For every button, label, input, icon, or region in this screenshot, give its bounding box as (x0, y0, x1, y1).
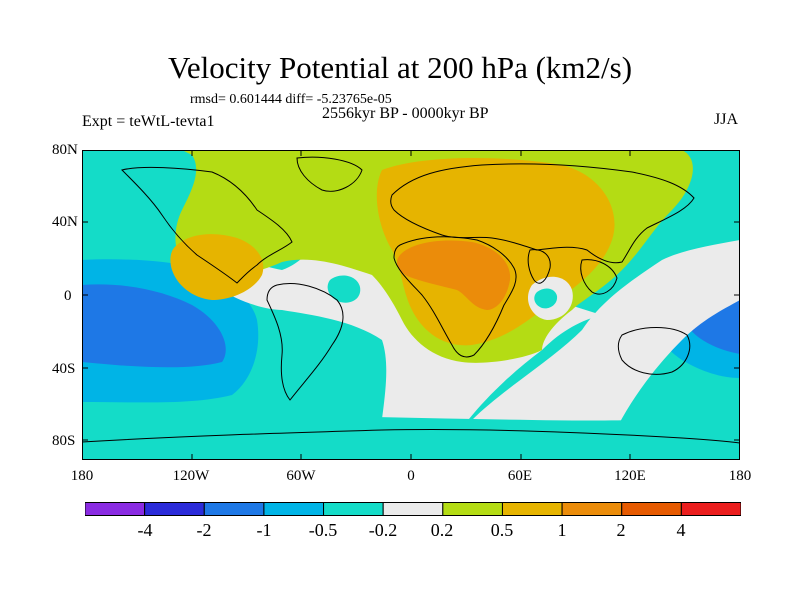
y-tick-40s: 40S (52, 361, 76, 377)
colorbar-box-3 (263, 502, 325, 516)
coast-south-america (266, 282, 344, 401)
coast-africa (393, 236, 517, 358)
colorbar-label-4: 4 (676, 520, 686, 540)
field-neutral-east (462, 150, 740, 460)
x-tick-0: 0 (407, 468, 415, 484)
field-pos-0-2-arctic (212, 150, 642, 163)
y-tick-0: 0 (64, 288, 72, 304)
colorbar-box-4 (323, 502, 384, 516)
colorbar-box-5 (382, 502, 444, 516)
x-tick-180e: 180 (728, 468, 752, 484)
x-tick-120w: 120W (172, 468, 210, 484)
x-tick-180w: 180 (70, 468, 94, 484)
period-line: 2556kyr BP - 0000kyr BP (322, 105, 489, 122)
map-ticks (82, 150, 740, 460)
y-tick-80s: 80S (52, 433, 76, 449)
colorbar-label-neg02: -0.2 (368, 520, 398, 540)
colorbar-label-neg1: -1 (256, 520, 272, 540)
figure-title: Velocity Potential at 200 hPa (km2/s) (167, 50, 633, 85)
field-neg-atlantic-spot (327, 275, 361, 303)
colorbar-label-neg05: -0.5 (308, 520, 338, 540)
x-tick-60e: 60E (507, 468, 533, 484)
x-tick-60w: 60W (286, 468, 316, 484)
y-tick-40n: 40N (52, 214, 78, 230)
coast-australia (617, 327, 691, 375)
coast-europe-asia (390, 163, 695, 264)
colorbar-label-05: 0.5 (490, 520, 514, 540)
colorbar-box-0 (85, 502, 146, 516)
colorbar-box-9 (621, 502, 682, 516)
y-tick-80n: 80N (52, 142, 78, 158)
field-pos-0-5-america (170, 234, 264, 300)
colorbar (85, 502, 741, 516)
colorbar-box-10 (680, 502, 741, 516)
colorbar-box-8 (561, 502, 623, 516)
colorbar-box-6 (442, 502, 503, 516)
field-neg-southern-ocean (82, 414, 740, 460)
coast-greenland (296, 156, 363, 192)
coast-antarctica (82, 428, 740, 444)
field-neg-1-east-pacific (82, 284, 226, 368)
field-neg-indian-ocean (534, 288, 558, 309)
velocity-potential-map (82, 150, 740, 460)
field-pos-1-africa (396, 240, 511, 310)
coast-southeast-asia (580, 259, 618, 295)
colorbar-label-2: 2 (616, 520, 626, 540)
coast-india (527, 249, 551, 284)
colorbar-label-neg2: -2 (196, 520, 212, 540)
colorbar-label-1: 1 (557, 520, 567, 540)
coast-north-america (121, 166, 293, 284)
colorbar-box-7 (501, 502, 563, 516)
colorbar-box-1 (144, 502, 205, 516)
stats-line: rmsd= 0.601444 diff= -5.23765e-05 (190, 92, 392, 107)
colorbar-label-02: 0.2 (430, 520, 454, 540)
season-label: JJA (714, 111, 739, 128)
experiment-label: Expt = teWtL-tevta1 (82, 113, 215, 130)
colorbar-box-2 (203, 502, 265, 516)
x-tick-120e: 120E (614, 468, 646, 484)
colorbar-label-neg4: -4 (137, 520, 153, 540)
